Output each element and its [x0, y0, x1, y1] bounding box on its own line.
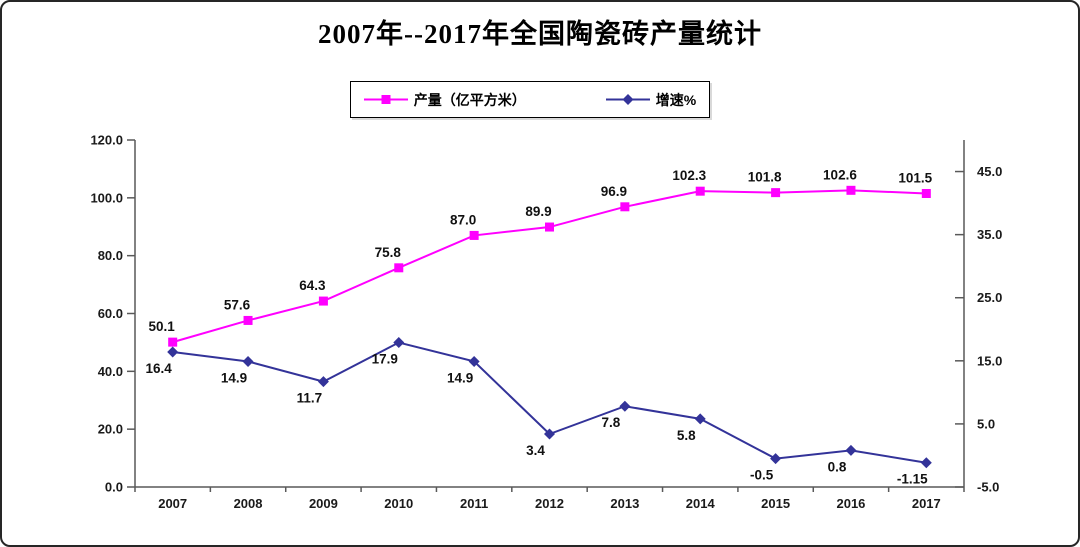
data-label: 75.8 — [375, 245, 402, 260]
y-axis-left-tick-label: 80.0 — [98, 248, 123, 263]
y-axis-right-tick-label: 15.0 — [977, 353, 1002, 368]
x-axis-tick-label: 2017 — [912, 496, 941, 511]
data-label: 14.9 — [447, 370, 473, 385]
legend: 产量（亿平方米） 增速% — [350, 81, 710, 118]
square-marker-icon — [243, 315, 253, 325]
square-marker-icon — [469, 230, 479, 240]
diamond-marker-icon — [317, 376, 329, 388]
x-axis-tick-label: 2012 — [535, 496, 564, 511]
square-marker-icon — [394, 263, 404, 273]
diamond-marker-icon — [920, 457, 932, 469]
data-label: -1.15 — [897, 472, 928, 487]
diamond-marker-icon — [694, 413, 706, 425]
square-marker-icon — [695, 186, 705, 196]
y-axis-right-tick-label: 35.0 — [977, 227, 1002, 242]
y-axis-left: 0.0 20.0 40.0 60.0 80.0 100.0 120.0 — [90, 133, 135, 495]
data-label: 50.1 — [149, 319, 176, 334]
x-axis: 2007 2008 2009 2010 2011 2012 2013 2014 2015 2016… — [134, 487, 965, 511]
chart-title: 2007年--2017年全国陶瓷砖产量统计 — [318, 19, 762, 49]
x-axis-tick-label: 2014 — [686, 496, 716, 511]
x-axis-tick-label: 2008 — [234, 496, 263, 511]
square-marker-icon — [168, 337, 178, 347]
data-label: 5.8 — [677, 428, 696, 443]
data-label: 64.3 — [299, 278, 326, 293]
x-axis-tick-label: 2016 — [836, 496, 865, 511]
legend-label-production: 产量（亿平方米） — [413, 91, 526, 108]
y-axis-left-tick-label: 20.0 — [98, 422, 123, 437]
data-label: 102.3 — [672, 168, 706, 183]
legend-item-growth: 增速% — [605, 90, 697, 110]
x-axis-tick-label: 2015 — [761, 496, 790, 511]
data-label: 101.8 — [748, 170, 782, 185]
data-label: 17.9 — [372, 352, 398, 367]
x-axis-tick-label: 2011 — [460, 496, 488, 511]
data-label: 7.8 — [601, 415, 620, 430]
y-axis-right-tick-label: 25.0 — [977, 290, 1002, 305]
diamond-marker-icon — [619, 400, 631, 412]
x-axis-tick-label: 2009 — [309, 496, 338, 511]
data-label: 57.6 — [224, 297, 251, 312]
series-line — [172, 341, 927, 464]
y-axis-left-tick-label: 100.0 — [90, 190, 123, 205]
y-axis-right-tick-label: 5.0 — [977, 416, 995, 431]
diamond-marker-icon — [242, 355, 254, 367]
y-axis-right-tick-label: 45.0 — [977, 164, 1002, 179]
data-label: 3.4 — [526, 443, 545, 458]
data-label: 14.9 — [221, 370, 247, 385]
line-diamond-marker-icon — [605, 94, 650, 105]
diamond-marker-icon — [167, 346, 179, 358]
y-axis-right-tick-label: -5.0 — [977, 480, 999, 495]
data-label: 16.4 — [146, 361, 173, 376]
y-axis-right: -5.0 5.0 15.0 25.0 35.0 45.0 — [955, 164, 1002, 495]
series-growth: 16.4 14.9 11.7 17.9 14.9 3.4 7.8 5.8 -0.5 0.8 -1.1… — [146, 337, 932, 487]
data-label: 102.6 — [823, 167, 857, 182]
data-label: 101.5 — [898, 170, 932, 185]
data-label: 89.9 — [525, 204, 551, 219]
y-axis-left-tick-label: 60.0 — [98, 306, 123, 321]
square-marker-icon — [846, 185, 856, 195]
x-axis-tick-label: 2007 — [158, 496, 187, 511]
square-marker-icon — [771, 188, 781, 198]
series-production: 50.1 57.6 64.3 75.8 87.0 89.9 96.9 102.3 101.8 10… — [149, 167, 933, 347]
diamond-marker-icon — [544, 428, 555, 440]
y-axis-left-tick-label: 0.0 — [105, 480, 123, 495]
data-label: 0.8 — [828, 459, 847, 474]
data-label: 87.0 — [450, 212, 476, 227]
line-square-marker-icon — [363, 95, 408, 104]
x-axis-tick-label: 2010 — [384, 496, 413, 511]
data-label: 96.9 — [601, 184, 627, 199]
diamond-marker-icon — [468, 355, 480, 367]
x-axis-tick-label: 2013 — [610, 496, 639, 511]
y-axis-left-tick-label: 40.0 — [98, 364, 123, 379]
square-marker-icon — [545, 222, 554, 232]
square-marker-icon — [620, 202, 630, 212]
y-axis-left-tick-label: 120.0 — [90, 133, 123, 148]
square-marker-icon — [318, 296, 328, 306]
diamond-marker-icon — [393, 337, 405, 349]
data-label: 11.7 — [297, 391, 323, 406]
legend-item-production: 产量（亿平方米） — [363, 90, 526, 110]
data-label: -0.5 — [750, 468, 774, 483]
diamond-marker-icon — [845, 444, 857, 456]
legend-label-growth: 增速% — [655, 91, 697, 108]
square-marker-icon — [921, 188, 931, 198]
diamond-marker-icon — [770, 453, 782, 465]
